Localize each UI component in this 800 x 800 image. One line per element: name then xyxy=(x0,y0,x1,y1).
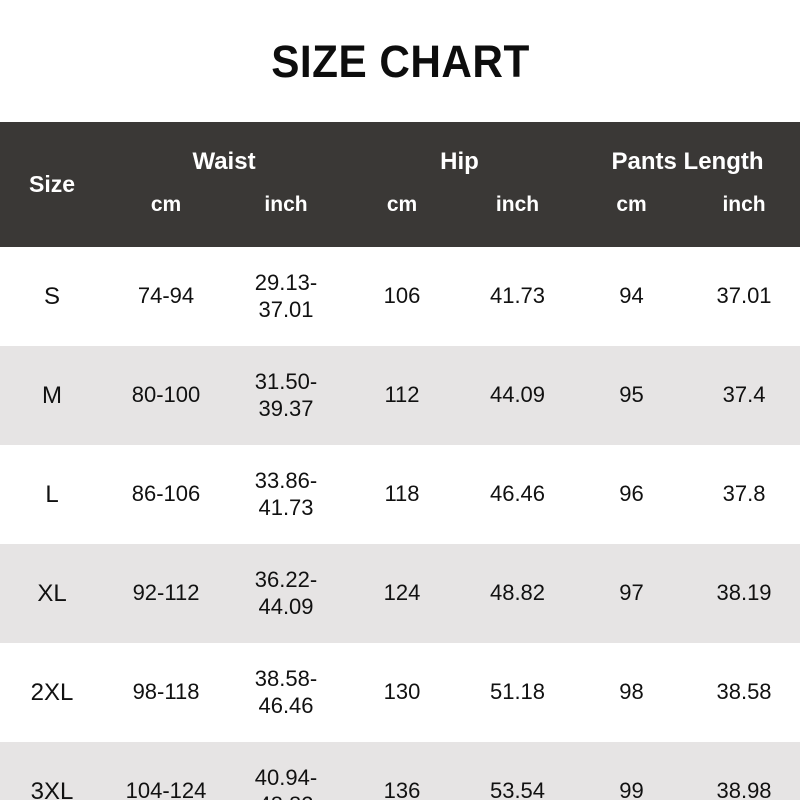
cell-hip-inch: 44.09 xyxy=(460,346,576,445)
cell-waist-inch: 33.86-41.73 xyxy=(228,445,344,544)
cell-hip-inch: 53.54 xyxy=(460,742,576,800)
cell-length-inch: 37.8 xyxy=(688,445,800,544)
table-row: XL 92-112 36.22-44.09 124 48.82 97 38.19 xyxy=(0,544,800,643)
table-row: L 86-106 33.86-41.73 118 46.46 96 37.8 xyxy=(0,445,800,544)
cell-hip-inch: 51.18 xyxy=(460,643,576,742)
column-header-hip-inch: inch xyxy=(460,176,576,247)
column-header-hip-cm: cm xyxy=(344,176,460,247)
cell-waist-inch: 36.22-44.09 xyxy=(228,544,344,643)
cell-length-inch: 38.98 xyxy=(688,742,800,800)
size-chart-table: Size Waist Hip Pants Length cm inch cm i… xyxy=(0,122,800,800)
cell-waist-inch: 31.50-39.37 xyxy=(228,346,344,445)
cell-waist-cm: 74-94 xyxy=(104,247,228,346)
cell-hip-inch: 48.82 xyxy=(460,544,576,643)
header-group-row: Size Waist Hip Pants Length xyxy=(0,122,800,247)
table-row: 3XL 104-124 40.94-48.82 136 53.54 99 38.… xyxy=(0,742,800,800)
cell-length-cm: 96 xyxy=(575,445,689,544)
cell-waist-inch: 29.13-37.01 xyxy=(228,247,344,346)
cell-length-cm: 97 xyxy=(575,544,689,643)
cell-hip-cm: 124 xyxy=(344,544,460,643)
cell-length-cm: 95 xyxy=(575,346,689,445)
cell-length-inch: 38.58 xyxy=(688,643,800,742)
column-group-header-hip: Hip xyxy=(344,122,576,176)
cell-waist-cm: 98-118 xyxy=(104,643,228,742)
cell-hip-cm: 130 xyxy=(344,643,460,742)
column-group-header-waist: Waist xyxy=(104,122,344,176)
cell-hip-cm: 112 xyxy=(344,346,460,445)
cell-size: S xyxy=(0,247,104,346)
cell-hip-inch: 41.73 xyxy=(460,247,576,346)
table-header: Size Waist Hip Pants Length cm inch cm i… xyxy=(0,122,800,247)
cell-waist-cm: 80-100 xyxy=(104,346,228,445)
column-header-length-cm: cm xyxy=(575,176,689,247)
column-header-waist-cm: cm xyxy=(104,176,228,247)
table-body: S 74-94 29.13-37.01 106 41.73 94 37.01 M… xyxy=(0,247,800,800)
cell-waist-cm: 104-124 xyxy=(104,742,228,800)
header-unit-row: cm inch cm inch cm inch xyxy=(0,176,800,247)
table-row: 2XL 98-118 38.58-46.46 130 51.18 98 38.5… xyxy=(0,643,800,742)
cell-length-inch: 38.19 xyxy=(688,544,800,643)
table-row: S 74-94 29.13-37.01 106 41.73 94 37.01 xyxy=(0,247,800,346)
cell-waist-cm: 86-106 xyxy=(104,445,228,544)
cell-length-cm: 94 xyxy=(575,247,689,346)
cell-size: 3XL xyxy=(0,742,104,800)
cell-size: 2XL xyxy=(0,643,104,742)
title-area: SIZE CHART xyxy=(0,0,800,122)
table-row: M 80-100 31.50-39.37 112 44.09 95 37.4 xyxy=(0,346,800,445)
cell-hip-inch: 46.46 xyxy=(460,445,576,544)
cell-length-cm: 99 xyxy=(575,742,689,800)
cell-waist-cm: 92-112 xyxy=(104,544,228,643)
cell-hip-cm: 106 xyxy=(344,247,460,346)
cell-hip-cm: 136 xyxy=(344,742,460,800)
column-group-header-pants-length: Pants Length xyxy=(575,122,800,176)
cell-hip-cm: 118 xyxy=(344,445,460,544)
cell-length-cm: 98 xyxy=(575,643,689,742)
cell-waist-inch: 40.94-48.82 xyxy=(228,742,344,800)
page-title: SIZE CHART xyxy=(270,35,530,87)
column-header-size: Size xyxy=(0,122,104,247)
cell-waist-inch: 38.58-46.46 xyxy=(228,643,344,742)
cell-length-inch: 37.4 xyxy=(688,346,800,445)
column-header-waist-inch: inch xyxy=(228,176,344,247)
column-header-length-inch: inch xyxy=(688,176,800,247)
cell-length-inch: 37.01 xyxy=(688,247,800,346)
cell-size: L xyxy=(0,445,104,544)
cell-size: XL xyxy=(0,544,104,643)
cell-size: M xyxy=(0,346,104,445)
